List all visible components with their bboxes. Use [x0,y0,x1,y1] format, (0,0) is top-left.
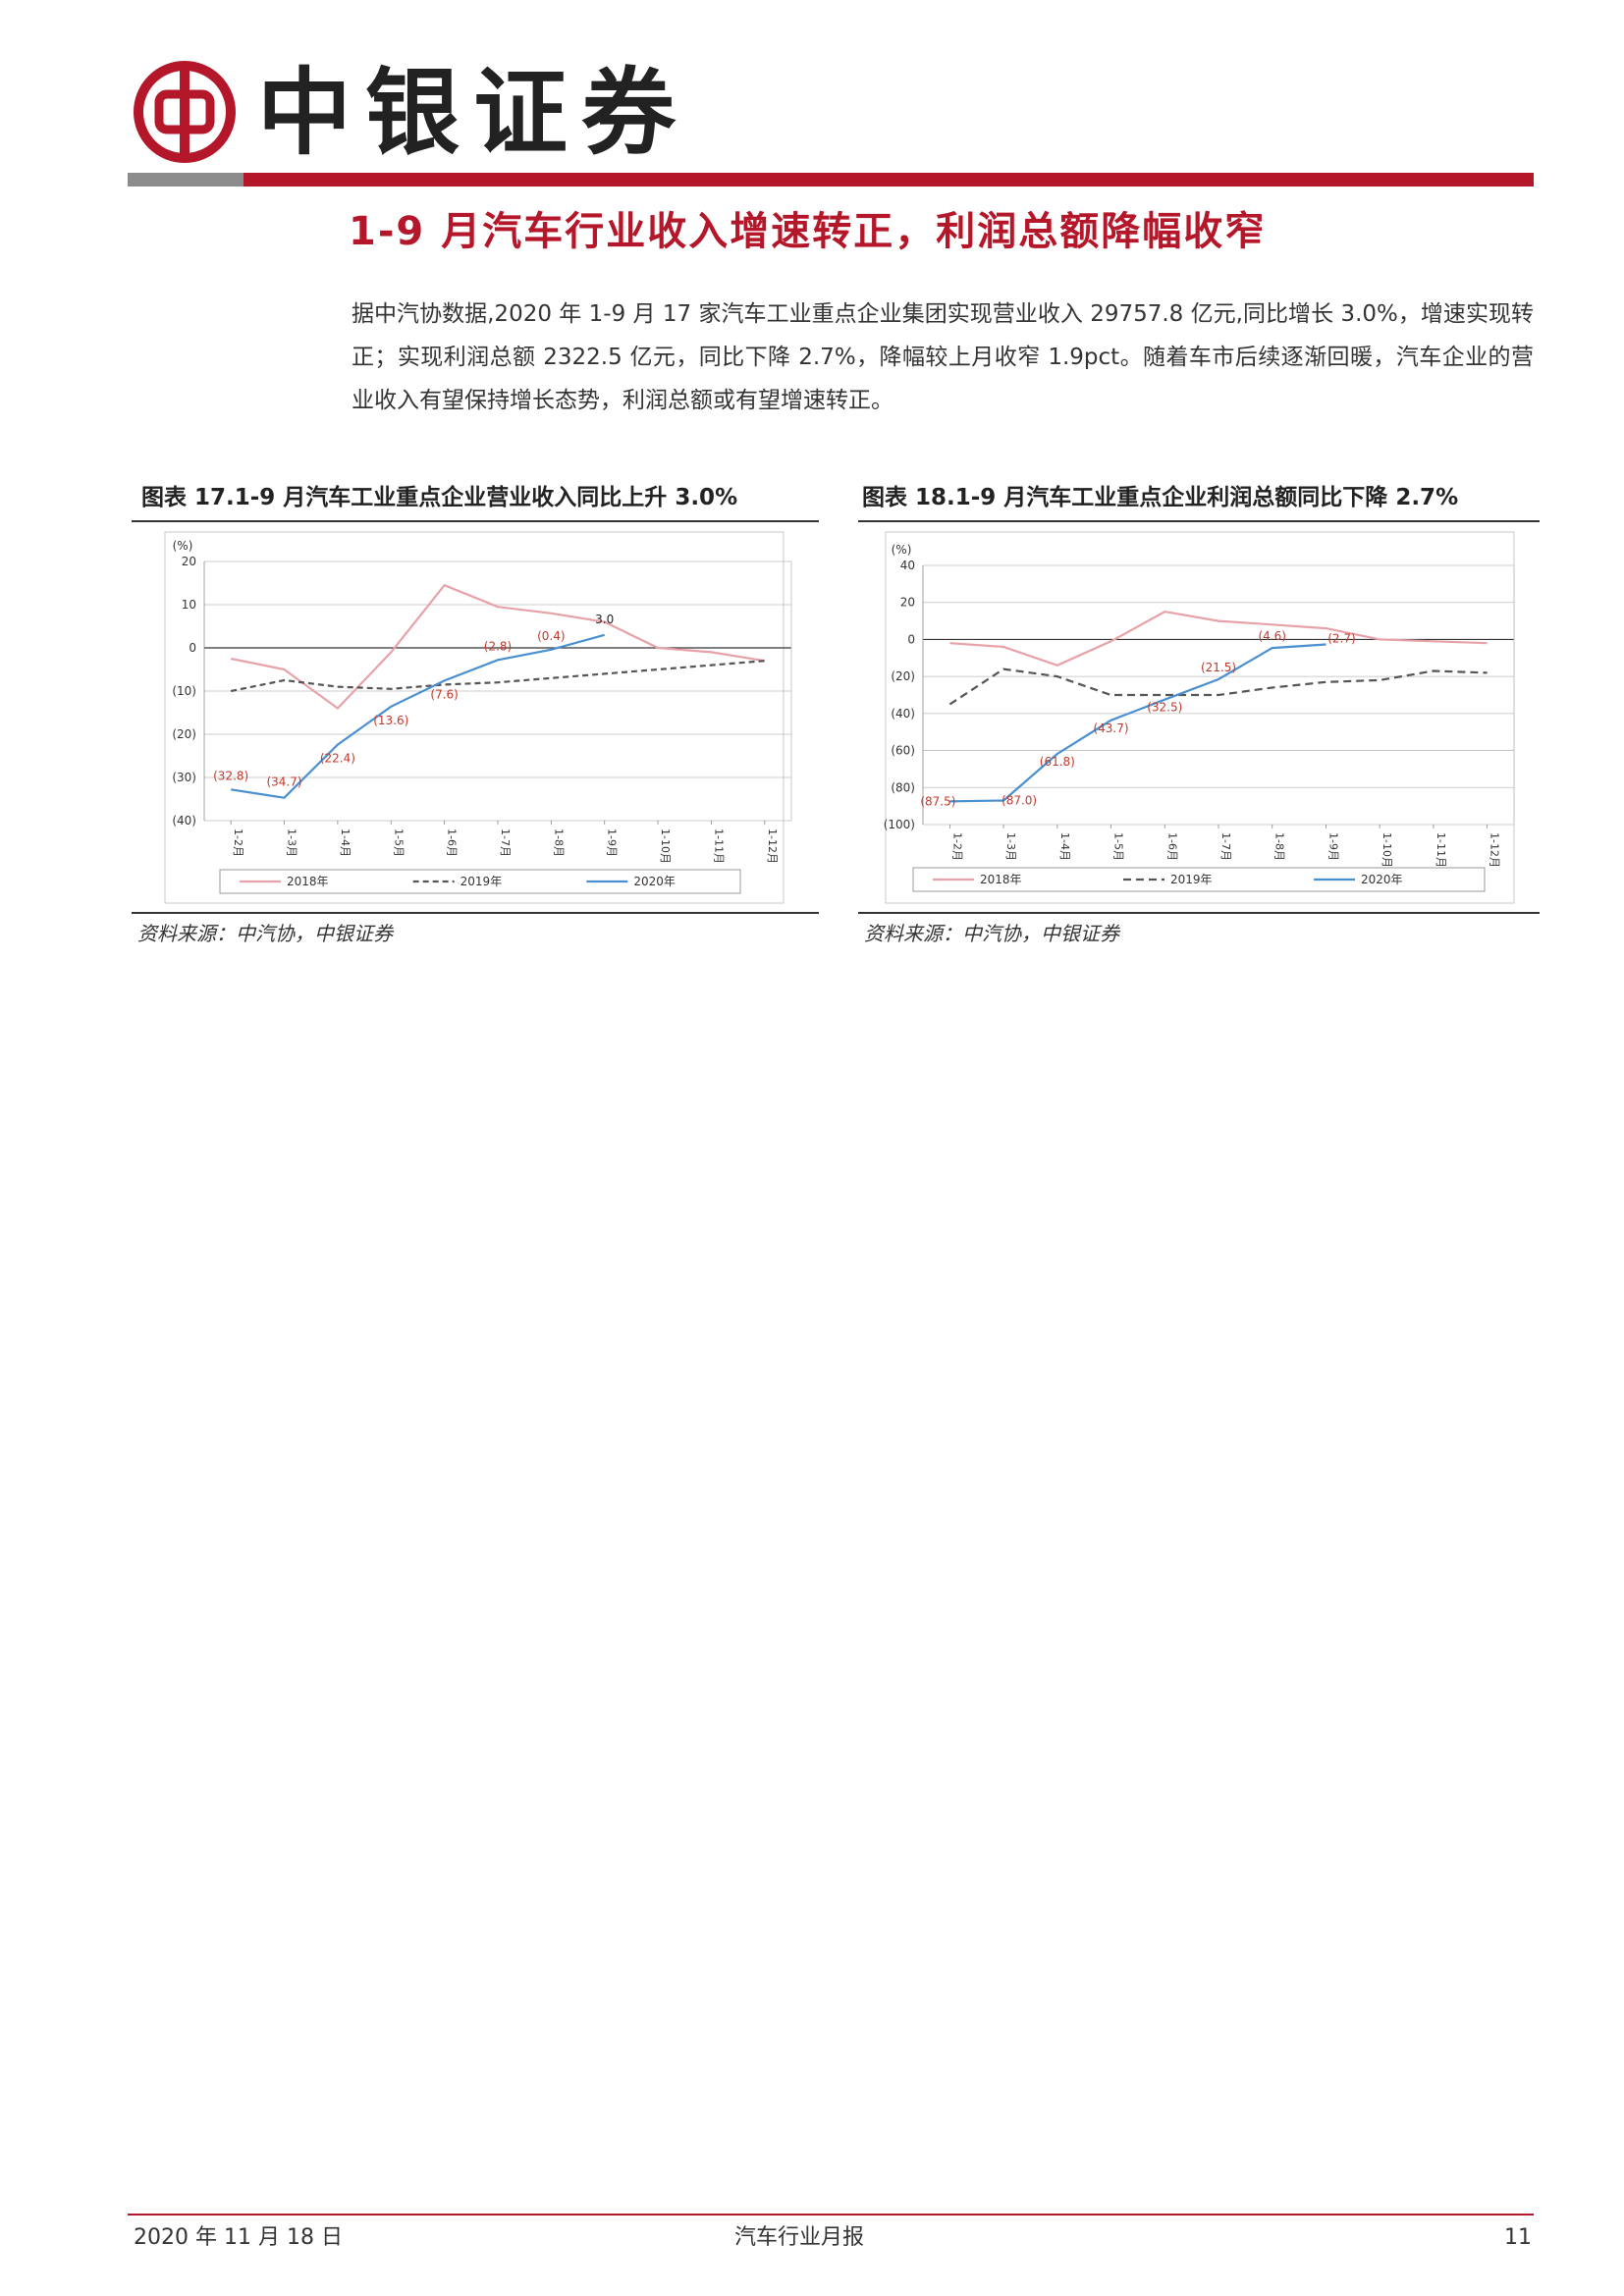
data-label: (87.5) [920,794,955,808]
legend-label: 2018年 [980,873,1022,886]
data-label: (13.6) [373,714,408,727]
series-line-2020年 [231,633,605,799]
data-label: (22.4) [320,752,355,766]
data-label: (34.7) [266,775,301,789]
chart-frame [164,531,785,904]
header-bar-red [244,173,1534,187]
figure-17-chart: (%) 20 10 0 (10) (20) (30) (40) 1-2月 1-3月 1-4月 1-5月… [164,531,792,904]
series-line-2019年 [230,660,765,693]
y-tick-label: 40 [900,559,915,572]
x-tick-label: 1-6月 [1165,832,1178,861]
footer-report-name: 汽车行业月报 [734,2225,865,2250]
bank-of-china-logo-icon [134,61,236,163]
footer-page-number: 11 [1504,2225,1532,2250]
data-label: (0.4) [537,629,565,643]
y-tick-label: 0 [907,632,915,646]
x-tick-label: 1-4月 [1058,832,1071,861]
legend-box [912,867,1486,892]
brand-name: 中银证券 [257,57,689,168]
chart-frame [885,531,1515,904]
x-tick-label: 1-5月 [1112,832,1125,861]
x-tick-label: 1-8月 [1273,832,1286,861]
x-tick-label: 1-2月 [950,832,963,861]
x-tick-label: 1-8月 [552,828,565,857]
series-line-2019年 [948,667,1488,706]
data-label: (21.5) [1201,661,1236,674]
y-tick-label: (10) [172,684,196,698]
figure-18-title: 图表 18.1-9 月汽车工业重点企业利润总额同比下降 2.7% [862,485,1459,510]
data-label: (87.0) [1001,793,1037,807]
y-tick-label: 20 [182,555,196,568]
figure-17-title: 图表 17.1-9 月汽车工业重点企业营业收入同比上升 3.0% [141,485,738,510]
x-tick-label: 1-3月 [1004,832,1017,861]
y-tick-label: (30) [172,771,196,784]
figure-17-top-rule [132,520,819,522]
figure-17-bottom-rule [132,912,819,914]
y-unit-label: (%) [892,543,912,557]
header-bar-gray [128,173,244,187]
data-label: (2.8) [484,639,512,653]
y-tick-label: (20) [172,727,196,741]
x-tick-label: 1-7月 [499,828,512,857]
figure-18-top-rule [858,520,1540,522]
figure-18-source: 资料来源：中汽协，中银证券 [864,922,1119,945]
x-tick-label: 1-2月 [232,828,244,857]
legend-box [219,869,741,894]
figure-17-source: 资料来源：中汽协，中银证券 [137,922,393,945]
y-tick-label: 20 [900,596,915,610]
x-tick-label: 1-11月 [712,828,725,864]
legend-label: 2020年 [633,875,676,888]
section-body: 据中汽协数据,2020 年 1-9 月 17 家汽车工业重点企业集团实现营业收入… [352,301,1534,413]
y-tick-label: (80) [891,780,915,794]
data-label: (32.5) [1147,701,1182,715]
data-label: (61.8) [1040,755,1075,769]
legend-label: 2018年 [287,875,329,888]
data-label: 3.0 [595,613,614,626]
x-tick-label: 1-12月 [766,828,779,864]
legend-label: 2019年 [460,875,503,888]
x-tick-label: 1-6月 [446,828,459,857]
x-tick-label: 1-12月 [1489,832,1501,868]
x-tick-label: 1-5月 [392,828,405,857]
data-label: (4.6) [1259,629,1286,643]
x-tick-label: 1-4月 [339,828,352,857]
data-label: (32.8) [213,769,248,782]
y-tick-label: (40) [172,814,196,828]
y-tick-label: (100) [884,818,915,831]
legend-label: 2019年 [1170,873,1213,886]
figure-18-chart: (%) 40 20 0 (20) (40) (60) (80) (100) 1-2月 1-3月 1-4… [884,531,1515,904]
y-unit-label: (%) [173,539,193,553]
footer-date: 2020 年 11 月 18 日 [134,2225,343,2250]
footer-rule [128,2214,1534,2216]
x-tick-label: 1-9月 [606,828,619,857]
data-label: (43.7) [1093,721,1128,735]
x-tick-label: 1-10月 [1380,832,1393,868]
series-line-2018年 [230,583,765,711]
y-tick-label: 10 [182,598,196,612]
y-tick-label: (60) [891,744,915,758]
x-tick-label: 1-3月 [286,828,298,857]
x-tick-label: 1-9月 [1326,832,1339,861]
data-label: (2.7) [1327,632,1355,646]
y-tick-label: 0 [189,641,196,655]
x-tick-label: 1-10月 [659,828,672,864]
x-tick-label: 1-7月 [1219,832,1232,861]
y-tick-label: (40) [891,707,915,721]
x-tick-label: 1-11月 [1435,832,1447,868]
series-line-2020年 [949,643,1326,803]
figure-18-bottom-rule [858,912,1540,914]
legend-label: 2020年 [1361,873,1403,886]
y-tick-label: (20) [891,669,915,683]
series-line-2018年 [949,610,1488,667]
data-label: (7.6) [430,687,458,701]
section-title: 1-9 月汽车行业收入增速转正，利润总额降幅收窄 [349,209,1267,254]
